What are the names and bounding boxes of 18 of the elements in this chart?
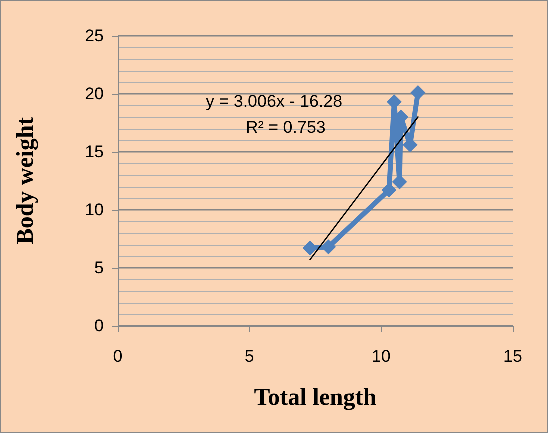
y-tick-label: 20 [85,84,104,104]
y-tick-label: 10 [85,200,104,220]
y-tick-label: 5 [94,258,104,278]
annotation: R² = 0.753 [246,118,326,137]
x-tick-label: 0 [113,347,123,366]
point [321,240,336,255]
point [410,85,426,100]
y-axis-title: Body weight [13,117,39,245]
annotation: y = 3.006x - 16.28 [206,92,343,111]
x-axis-title: Total length [254,385,377,411]
y-tick-label: 15 [85,142,104,162]
y-tick-label: 0 [94,316,104,336]
point [302,240,318,256]
x-tick-label: 15 [504,347,522,366]
y-tick-label: 25 [85,26,104,46]
x-tick-label: 5 [244,347,254,366]
point [382,182,397,198]
x-tick-label: 10 [372,347,391,366]
